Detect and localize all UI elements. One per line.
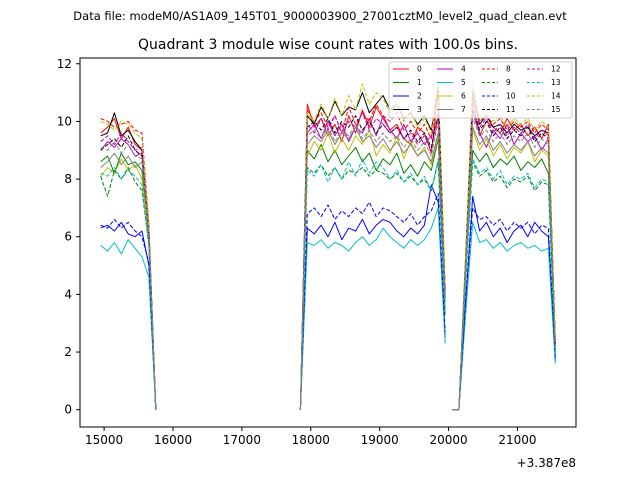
series-line-14 [299,80,446,410]
chart-title: Quadrant 3 module wise count rates with … [138,37,518,53]
legend-label-7: 7 [461,105,466,114]
y-tick-label: 6 [64,230,72,244]
x-axis: 15000 16000 17000 18000 19000 20000 21000 [85,427,537,447]
legend-label-12: 12 [551,65,561,74]
plot-area [79,57,577,428]
x-tick-label: 15000 [85,433,123,447]
x-tick-label: 16000 [154,433,192,447]
series-line-15 [100,141,157,410]
plot-background [80,58,576,427]
legend-label-6: 6 [461,92,466,101]
series-line-9 [299,161,446,410]
series-line-9 [458,161,556,410]
legend-box [388,61,573,119]
legend-label-9: 9 [506,78,511,87]
series-line-3 [299,86,446,410]
series-line-9 [100,167,157,410]
legend-label-8: 8 [506,65,511,74]
legend-label-14: 14 [551,92,561,101]
y-tick-label: 12 [57,57,72,71]
series-line-13 [299,158,446,410]
series-line-15 [299,120,446,410]
series-line-2 [299,184,446,410]
series-line-14 [100,120,157,410]
legend-label-1: 1 [417,78,422,87]
series-layer [100,80,556,411]
x-tick-label: 20000 [429,433,467,447]
series-line-7 [299,126,446,410]
legend-label-15: 15 [551,105,561,114]
chart-suptitle: Data file: modeM0/AS1A09_145T01_90000039… [73,9,567,23]
series-line-1 [299,138,446,410]
series-5 [100,207,556,411]
series-line-15 [458,118,556,410]
series-line-12 [100,132,157,410]
legend-label-0: 0 [417,65,422,74]
y-tick-label: 2 [64,345,72,359]
series-line-7 [458,126,556,410]
series-line-6 [299,129,446,410]
x-offset-label: +3.387e8 [517,456,576,470]
legend-label-5: 5 [461,78,466,87]
legend-label-10: 10 [506,92,516,101]
series-line-4 [458,112,556,410]
series-line-10 [100,218,157,410]
series-line-1 [458,149,556,410]
series-line-13 [458,158,556,410]
y-tick-label: 4 [64,287,72,301]
legend-label-3: 3 [417,105,422,114]
x-tick-label: 17000 [223,433,261,447]
x-tick-label: 19000 [361,433,399,447]
legend-label-4: 4 [461,65,466,74]
series-line-12 [458,106,556,410]
series-line-8 [299,89,446,410]
x-tick-label: 21000 [498,433,536,447]
series-line-13 [100,167,157,410]
series-line-0 [299,92,446,410]
series-line-5 [299,207,446,410]
series-15 [100,118,556,411]
y-axis: 0 2 4 6 8 10 12 [57,57,80,417]
series-line-5 [100,239,157,410]
y-tick-label: 8 [64,172,72,186]
series-line-7 [100,152,157,410]
legend-label-2: 2 [417,92,422,101]
y-tick-label: 0 [64,403,72,417]
series-line-4 [299,115,446,410]
series-line-10 [458,207,556,410]
legend-label-11: 11 [506,105,516,114]
series-7 [100,126,556,411]
series-line-12 [299,112,446,410]
legend-label-13: 13 [551,78,561,87]
series-line-2 [100,221,157,410]
plot-frame [79,57,577,428]
y-tick-label: 10 [57,114,72,128]
x-tick-label: 18000 [292,433,330,447]
series-line-10 [299,193,446,410]
series-line-6 [458,129,556,410]
series-line-5 [458,221,556,410]
